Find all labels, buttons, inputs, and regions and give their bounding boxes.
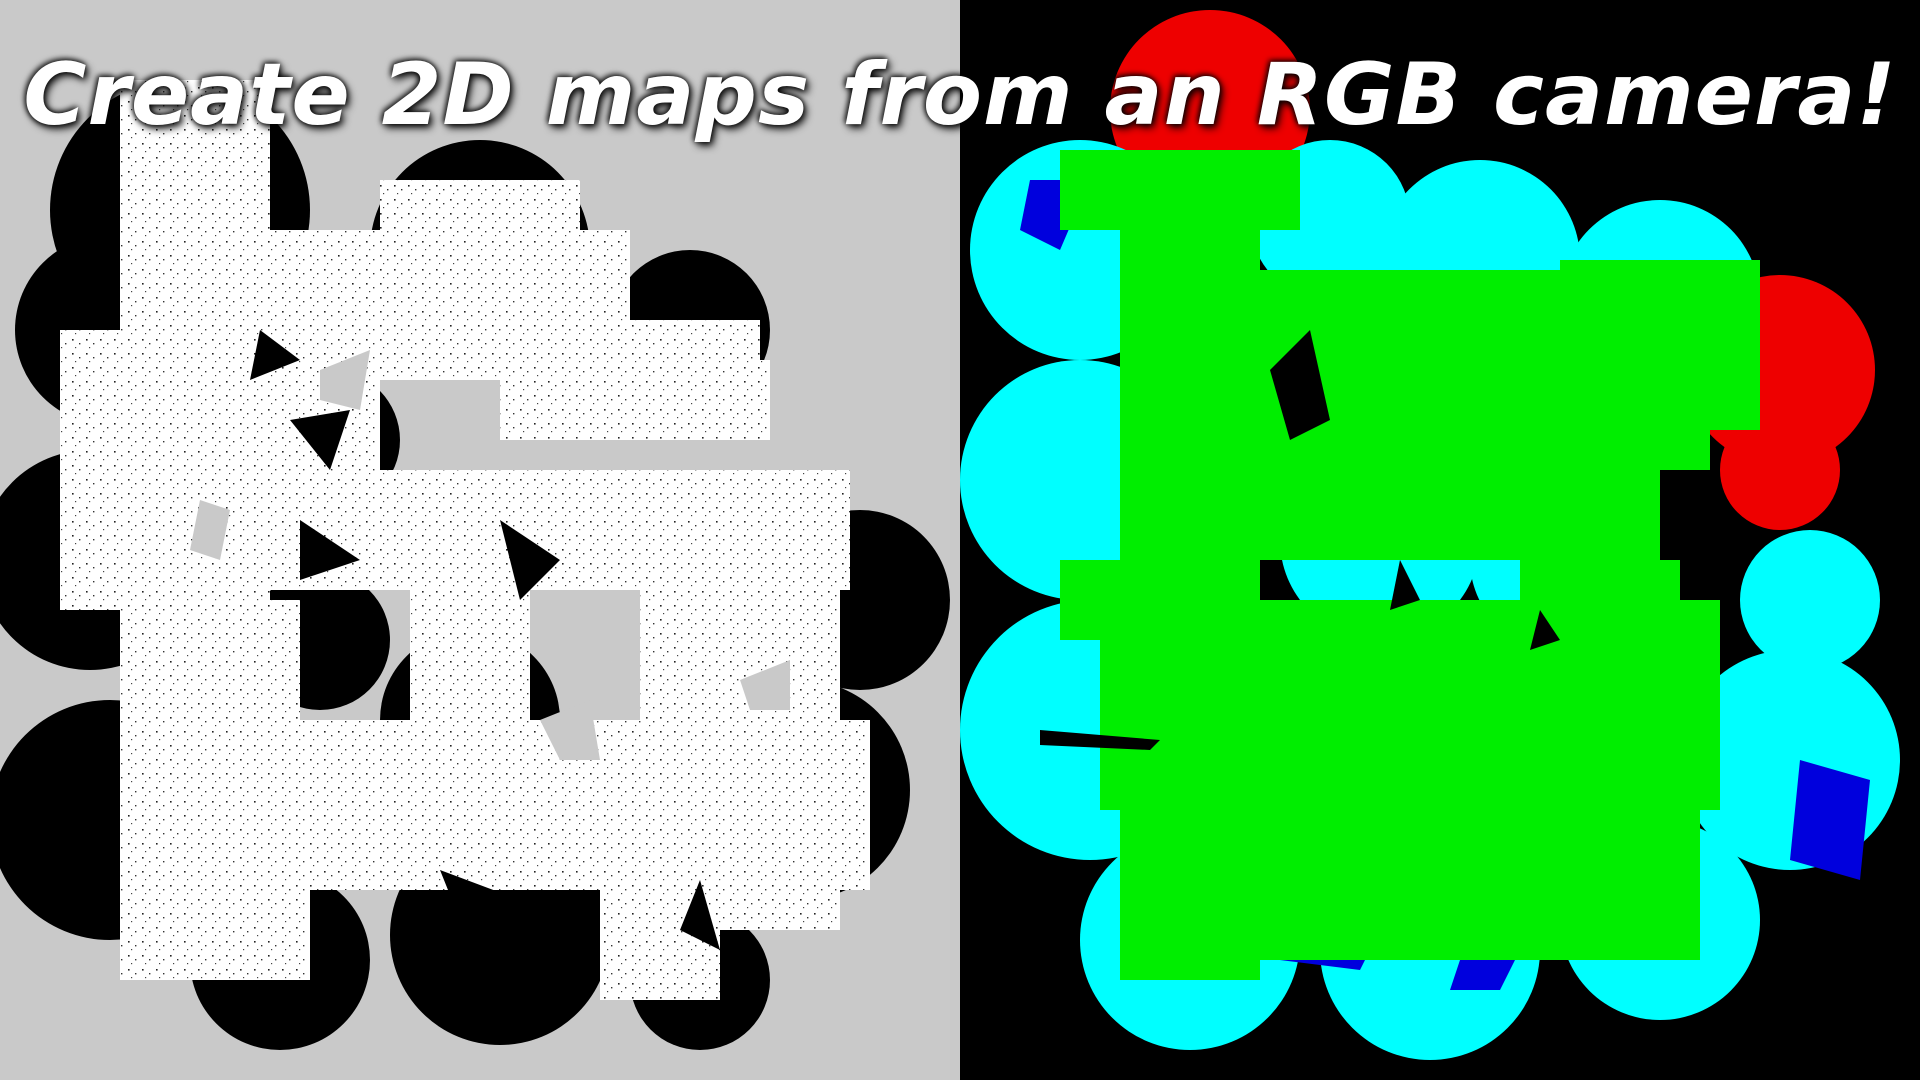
occupancy-map-image <box>0 80 950 1050</box>
free-space-regions <box>60 80 870 1000</box>
green-regions <box>1060 150 1760 980</box>
occupancy-map-panel <box>0 0 960 1080</box>
color-coded-map-panel <box>960 0 1920 1080</box>
obstacle-wedges <box>250 330 720 950</box>
dark-details <box>1040 330 1560 750</box>
headline: Create 2D maps from an RGB camera! <box>23 45 1897 145</box>
unknown-holes <box>190 350 790 760</box>
color-coded-map-image <box>960 10 1900 1060</box>
